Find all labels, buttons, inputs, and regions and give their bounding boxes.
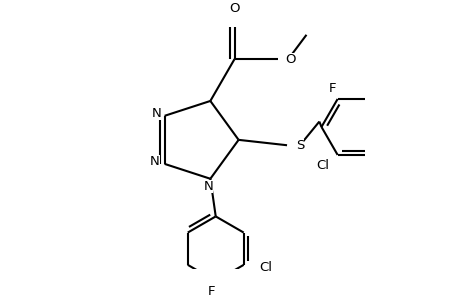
Text: F: F (207, 285, 215, 298)
Text: N: N (150, 155, 159, 168)
Text: Cl: Cl (315, 159, 328, 172)
Text: Cl: Cl (258, 260, 271, 274)
Text: N: N (203, 180, 213, 193)
Text: O: O (285, 52, 295, 65)
Text: F: F (328, 82, 335, 95)
Text: O: O (229, 2, 239, 15)
Text: S: S (295, 139, 303, 152)
Text: N: N (152, 107, 162, 120)
